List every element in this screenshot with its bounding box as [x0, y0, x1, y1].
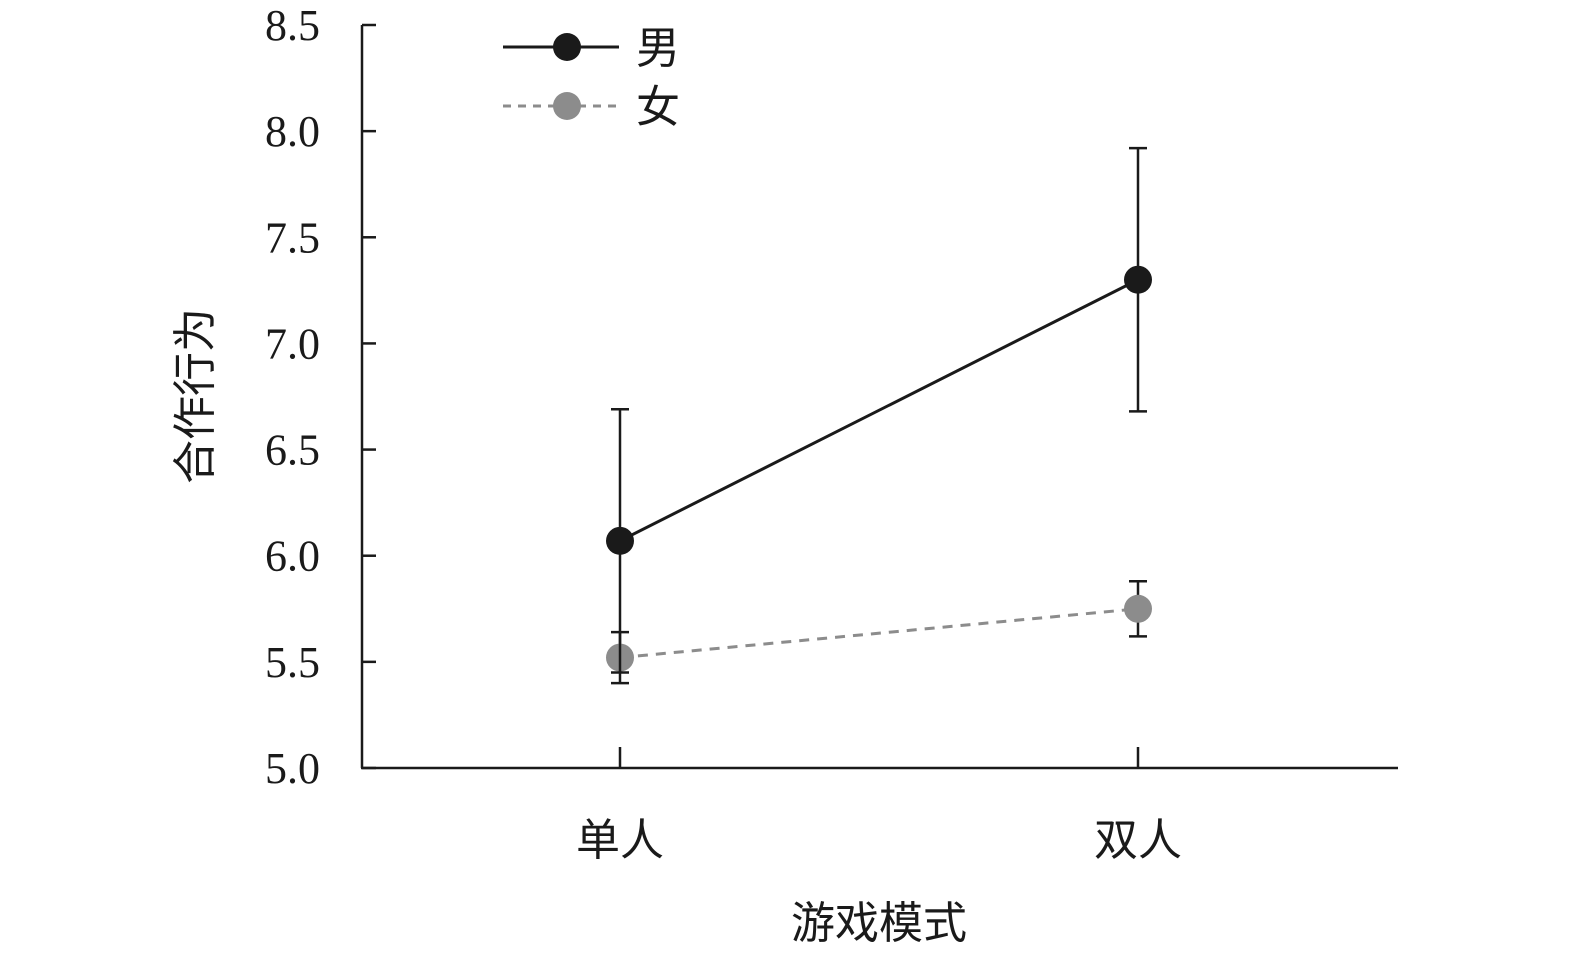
data-point [1124, 265, 1152, 294]
y-tick-label: 5.0 [265, 744, 320, 793]
y-ticks: 5.0 5.5 6.0 6.5 7.0 7.5 8.0 8.5 [265, 1, 376, 793]
y-axis-title: 合作行为 [170, 308, 221, 484]
legend-item-1: 男 [503, 23, 680, 74]
x-ticks: 单人 双人 [576, 747, 1182, 866]
legend: 男女 [503, 23, 680, 133]
legend-label: 女 [636, 82, 680, 133]
legend-marker [553, 33, 581, 61]
y-tick-label: 6.0 [265, 532, 320, 581]
x-tick-label: 双人 [1094, 815, 1182, 866]
axes [360, 25, 1398, 770]
y-tick-label: 8.5 [265, 1, 320, 50]
series-line [619, 607, 1139, 660]
legend-label: 男 [636, 23, 680, 74]
y-tick-label: 7.5 [265, 213, 320, 262]
y-tick-label: 8.0 [265, 107, 320, 156]
data-point [1124, 594, 1152, 623]
series-1 [606, 146, 1152, 674]
y-tick-label: 6.5 [265, 426, 320, 475]
legend-marker [553, 92, 581, 120]
series-2 [606, 579, 1152, 685]
y-tick-label: 5.5 [265, 638, 320, 687]
series-line [619, 278, 1139, 543]
y-tick-label: 7.0 [265, 319, 320, 368]
x-tick-label: 单人 [576, 815, 664, 866]
series-group [606, 146, 1152, 685]
data-point [606, 526, 634, 555]
legend-item-2: 女 [503, 82, 680, 133]
x-axis-title: 游戏模式 [791, 898, 967, 949]
